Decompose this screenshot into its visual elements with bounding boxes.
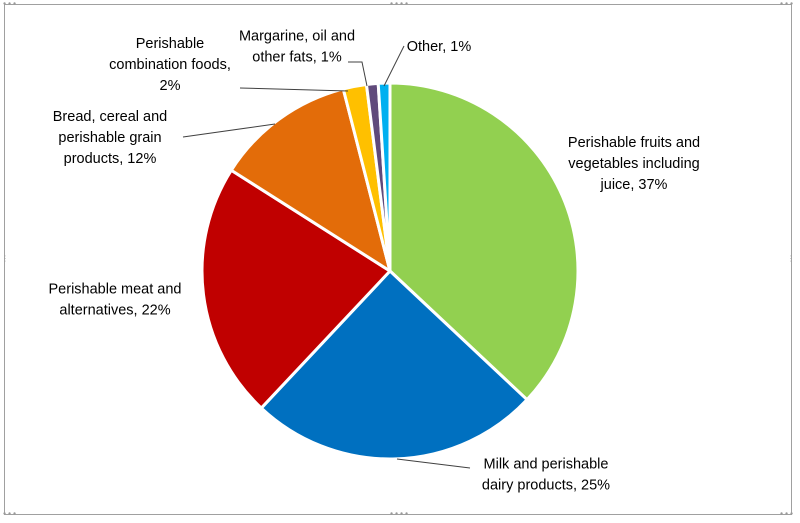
data-labels: Perishable fruits and vegetables includin… <box>49 29 701 494</box>
resize-handle-right[interactable]: ⋮ <box>787 254 795 263</box>
data-label-line: Perishable fruits and <box>568 135 700 151</box>
data-label-line: Bread, cereal and <box>53 109 167 125</box>
resize-handle-top-left[interactable]: ∙∙∙ <box>2 0 18 8</box>
leader-line-6 <box>348 61 368 87</box>
data-label-line: other fats, 1% <box>252 50 342 66</box>
data-label-line: Milk and perishable <box>484 457 609 473</box>
data-label-3[interactable]: Perishable meat and alternatives, 22% <box>49 282 182 319</box>
data-label-line: Perishable meat and <box>49 282 182 298</box>
data-label-1[interactable]: Perishable fruits and vegetables includin… <box>568 135 700 193</box>
data-label-line: Other, 1% <box>407 39 472 55</box>
data-label-line: products, 12% <box>64 151 157 167</box>
pie-slice-1[interactable] <box>388 81 580 402</box>
pie-slices <box>200 81 580 461</box>
data-label-6[interactable]: Margarine, oil and other fats, 1% <box>239 29 355 66</box>
data-label-line: Margarine, oil and <box>239 29 355 45</box>
data-label-5[interactable]: Perishable combination foods, 2% <box>109 36 231 94</box>
data-label-line: vegetables including <box>568 156 699 172</box>
resize-handle-bottom[interactable]: ∙∙∙∙ <box>389 509 410 518</box>
resize-handle-bottom-right[interactable]: ∙∙∙ <box>778 509 794 518</box>
leader-line-7 <box>383 45 405 87</box>
resize-handle-left[interactable]: ⋮ <box>1 254 9 263</box>
data-label-7[interactable]: Other, 1% <box>407 39 472 55</box>
leader-line-5 <box>239 87 349 92</box>
resize-handle-top[interactable]: ∙∙∙∙ <box>389 0 410 8</box>
pie-slice-2[interactable] <box>259 269 529 461</box>
leader-line-4 <box>182 123 276 138</box>
data-label-line: dairy products, 25% <box>482 478 610 494</box>
data-label-line: Perishable <box>136 36 205 52</box>
data-label-line: 2% <box>160 78 181 94</box>
pie-slice-4[interactable] <box>229 87 392 273</box>
data-label-2[interactable]: Milk and perishable dairy products, 25% <box>482 457 610 494</box>
leader-lines <box>182 45 471 469</box>
data-label-line: juice, 37% <box>600 177 668 193</box>
pie-slice-7[interactable] <box>376 81 392 273</box>
resize-handle-bottom-left[interactable]: ∙∙∙ <box>2 509 18 518</box>
data-label-line: combination foods, <box>109 57 231 73</box>
pie-slice-3[interactable] <box>200 168 392 410</box>
data-label-line: alternatives, 22% <box>59 303 170 319</box>
data-label-4[interactable]: Bread, cereal and perishable grain product… <box>53 109 167 167</box>
resize-handle-top-right[interactable]: ∙∙∙ <box>778 0 794 8</box>
leader-line-2 <box>396 458 471 469</box>
data-label-line: perishable grain <box>58 130 161 146</box>
